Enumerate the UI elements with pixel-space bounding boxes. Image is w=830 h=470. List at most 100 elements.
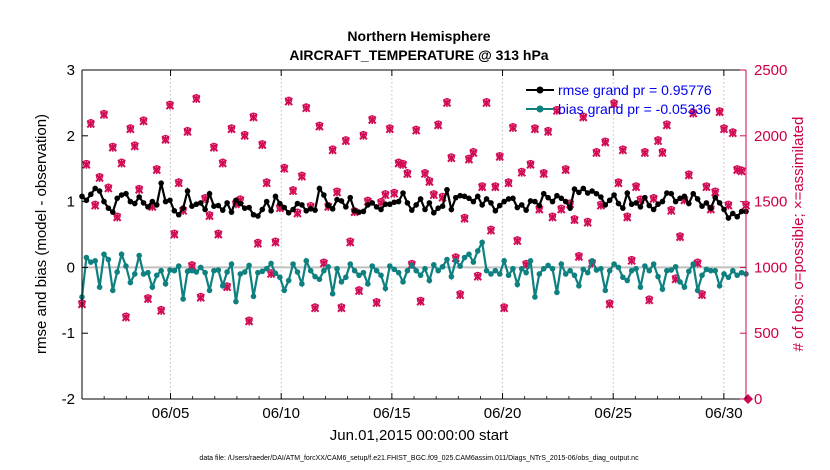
y-axis-label: rmse and bias (model - observation)	[33, 114, 50, 354]
bias-point	[659, 286, 666, 292]
bias-point	[131, 271, 138, 277]
bias-point	[589, 258, 595, 264]
bias-point	[224, 269, 230, 275]
rmse-point	[215, 202, 222, 209]
obs-assimilated-marker	[310, 303, 320, 313]
bias-point	[690, 261, 697, 267]
rmse-point	[202, 206, 208, 213]
bias-point	[474, 248, 481, 254]
obs-assimilated-marker	[372, 298, 381, 308]
bias-point	[215, 267, 222, 273]
bias-point	[338, 279, 345, 285]
bias-point	[123, 263, 129, 269]
bias-point	[545, 262, 551, 269]
bias-point	[483, 267, 490, 274]
rmse-point	[316, 185, 323, 192]
obs-assimilated-marker	[192, 94, 201, 104]
rmse-point	[642, 194, 648, 201]
obs-assimilated-marker	[337, 303, 346, 313]
tick-label-layer: -2 -1 0 1 2 3 0 500 1000 1500 2000 2500 06/05 06/10 06…	[62, 62, 788, 422]
bias-point	[615, 264, 622, 271]
bias-point	[664, 267, 670, 274]
obs-assimilated-marker	[297, 172, 307, 181]
bias-point	[602, 287, 609, 294]
y2-tick-label: 500	[754, 325, 779, 342]
bias-point	[395, 269, 402, 276]
rmse-point	[83, 197, 90, 204]
x-tick-label: 06/30	[705, 405, 743, 422]
rmse-point	[606, 197, 613, 204]
rmse-point	[211, 203, 217, 210]
bias-point	[391, 266, 398, 273]
rmse-point	[703, 200, 710, 206]
rmse-point	[620, 205, 626, 211]
grid-layer	[170, 70, 725, 399]
obs-assimilated-marker	[486, 226, 496, 235]
bias-point	[681, 284, 688, 290]
obs-assimilated-marker	[649, 194, 658, 204]
obs-assimilated-marker	[557, 205, 566, 214]
bias-point	[175, 263, 182, 269]
obs-assimilated-marker	[420, 169, 430, 179]
rmse-series-layer	[79, 180, 749, 221]
rmse-point	[518, 202, 525, 208]
rmse-point	[646, 202, 653, 209]
rmse-point	[580, 185, 587, 192]
rmse-point	[395, 198, 402, 205]
bias-point	[734, 272, 741, 279]
y2-tick-label: 0	[754, 391, 762, 408]
rmse-point	[448, 206, 455, 213]
legend-rmse-marker	[536, 86, 544, 94]
bias-point	[369, 263, 376, 269]
obs-assimilated-marker	[645, 296, 654, 305]
rmse-point	[681, 193, 688, 200]
y2-tick-label: 1500	[754, 194, 787, 211]
obs-assimilated-marker	[258, 140, 267, 150]
y-tick-label: 1	[67, 194, 75, 211]
rmse-point	[699, 203, 705, 210]
bias-point	[206, 287, 213, 294]
bias-point	[373, 267, 380, 274]
obs-assimilated-marker	[403, 169, 412, 179]
obs-assimilated-marker	[614, 178, 623, 188]
x-tick-label: 06/15	[373, 405, 411, 422]
rmse-point	[510, 195, 516, 202]
rmse-point	[611, 192, 617, 198]
rmse-point	[219, 207, 226, 213]
bias-point	[114, 269, 120, 275]
obs-assimilated-marker	[288, 186, 298, 196]
bias-point	[633, 265, 639, 272]
bias-point	[285, 277, 292, 284]
obs-assimilated-marker	[737, 167, 746, 176]
bias-point	[329, 290, 336, 297]
obs-assimilated-marker	[214, 230, 223, 239]
bias-point	[101, 251, 107, 258]
chart-subtitle: AIRCRAFT_TEMPERATURE @ 313 hPa	[289, 47, 548, 63]
rmse-point	[589, 188, 595, 194]
bias-point	[571, 272, 578, 279]
rmse-point	[409, 207, 415, 213]
bias-point	[672, 263, 679, 270]
obs-assimilated-marker	[618, 146, 628, 155]
obs-assimilated-marker	[139, 117, 148, 126]
rmse-point	[734, 213, 741, 220]
rmse-point	[109, 209, 116, 215]
obs-assimilated-marker	[627, 256, 636, 266]
y-tick-label: -1	[62, 325, 75, 342]
bias-point	[259, 268, 266, 275]
rmse-point	[624, 190, 631, 196]
bias-point	[655, 273, 661, 280]
bias-point	[540, 265, 547, 272]
bias-point	[694, 287, 701, 294]
rmse-point	[197, 200, 204, 206]
rmse-point	[281, 204, 288, 211]
obs-assimilated-marker	[354, 286, 364, 296]
bias-point	[620, 274, 626, 281]
obs-assimilated-marker	[227, 125, 236, 134]
rmse-point	[114, 195, 120, 202]
rmse-point	[382, 201, 389, 208]
bias-point	[219, 283, 226, 289]
bias-point	[461, 254, 468, 261]
rmse-point	[255, 213, 261, 219]
bias-point	[162, 281, 169, 287]
